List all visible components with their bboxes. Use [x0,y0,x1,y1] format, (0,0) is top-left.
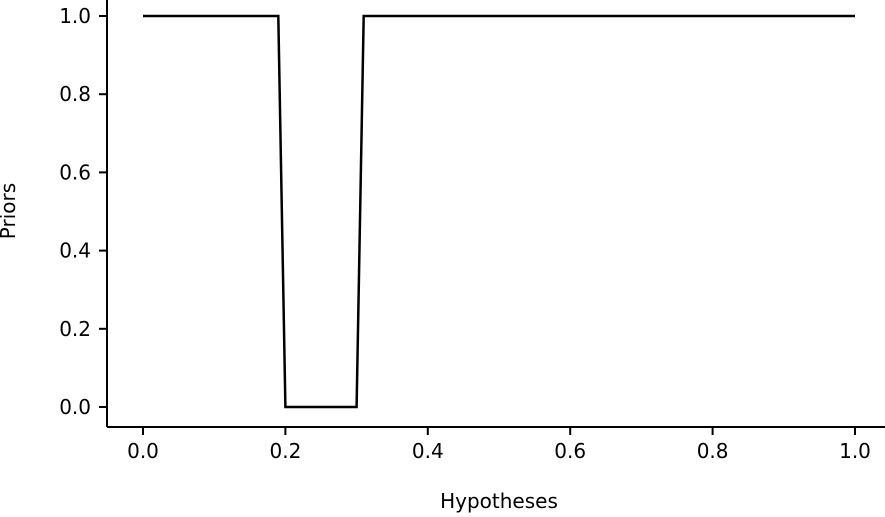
x-tick-label: 0.4 [412,439,444,463]
x-tick-label: 0.2 [269,439,301,463]
y-tick-label: 0.2 [59,317,91,341]
x-tick-label: 0.8 [697,439,729,463]
x-axis-title: Hypotheses [440,489,558,513]
x-tick-label: 0.6 [554,439,586,463]
axes-frame [106,0,885,428]
y-axis-title: Priors [0,183,20,239]
x-tick-label: 1.0 [839,439,871,463]
y-tick-label: 0.6 [59,160,91,184]
series-layer [143,14,855,409]
y-tick-label: 0.8 [59,82,91,106]
y-tick-label: 1.0 [59,4,91,28]
y-tick-label: 0.4 [59,239,91,263]
prior-series-line [143,14,855,409]
x-tick-label: 0.0 [127,439,159,463]
y-tick-label: 0.0 [59,395,91,419]
y-axis-ticks: 0.0 0.2 0.4 0.6 0.8 1.0 [59,4,107,419]
x-axis-ticks: 0.0 0.2 0.4 0.6 0.8 1.0 [127,427,871,463]
